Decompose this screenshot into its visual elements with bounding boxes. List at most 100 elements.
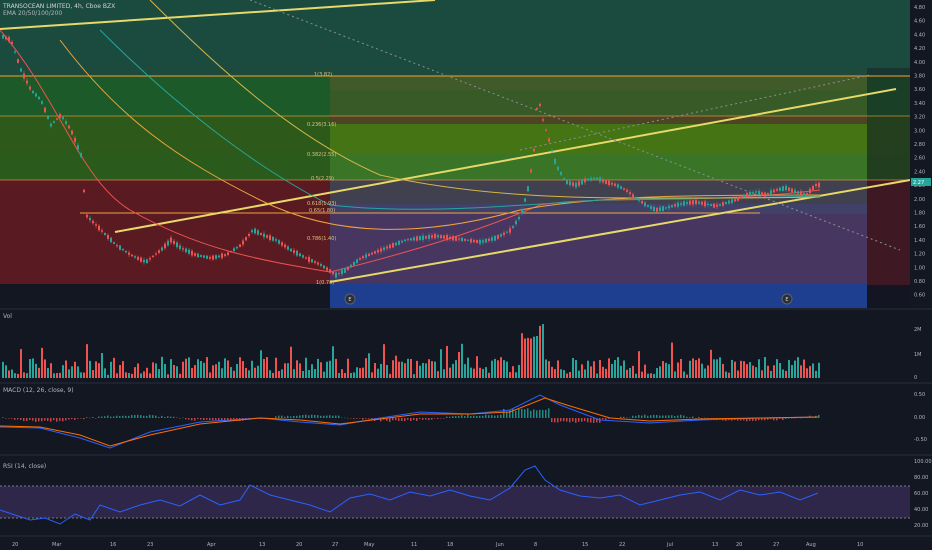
volume-bar: [290, 346, 292, 378]
macd-hist-bar: [362, 418, 364, 420]
fib-labels: 1(3.82) 0.236(3.16) 0.382(2.55) 0.5(2.29…: [307, 72, 336, 286]
event-marker[interactable]: E: [781, 293, 793, 305]
macd-hist-bar: [479, 415, 481, 418]
macd-hist-bar: [341, 417, 343, 419]
macd-hist-bar: [446, 416, 448, 418]
macd-hist-bar: [449, 416, 451, 418]
macd-hist-bar: [557, 418, 559, 423]
candle-body: [251, 230, 253, 233]
candle-body: [8, 36, 10, 42]
candle-body: [38, 96, 40, 100]
macd-hist-bar: [533, 409, 535, 418]
volume-bar: [716, 359, 718, 378]
volume-bar: [101, 353, 103, 378]
candle-body: [53, 121, 55, 123]
candle-body: [65, 121, 67, 124]
macd-hist-bar: [302, 415, 304, 418]
volume-bar: [443, 369, 445, 378]
macd-hist-bar: [299, 415, 301, 418]
macd-hist-bar: [98, 416, 100, 418]
macd-hist-bar: [431, 418, 433, 420]
macd-hist-bar: [437, 418, 439, 419]
candle-body: [791, 188, 793, 193]
time-tick: 18: [447, 542, 453, 548]
volume-bar: [668, 364, 670, 378]
panel-separators[interactable]: [0, 308, 932, 537]
candle-body: [527, 186, 529, 192]
event-marker[interactable]: E: [344, 293, 356, 305]
volume-bar: [29, 359, 31, 378]
volume-bar: [35, 363, 37, 378]
macd-hist-bar: [644, 414, 646, 418]
candle-body: [323, 265, 325, 269]
volume-bar: [476, 356, 478, 378]
candle-body: [770, 190, 772, 195]
time-tick: 27: [773, 542, 779, 548]
volume-bar: [203, 362, 205, 378]
volume-bar: [410, 358, 412, 378]
volume-tick: 2M: [914, 327, 922, 333]
macd-hist-bar: [677, 415, 679, 418]
volume-bar: [128, 373, 130, 378]
macd-hist-bar: [152, 415, 154, 418]
macd-hist-bar: [65, 418, 67, 421]
candle-body: [491, 237, 493, 241]
macd-hist-bar: [89, 417, 91, 419]
macd-hist-bar: [800, 417, 802, 419]
volume-bar: [677, 362, 679, 378]
macd-hist-bar: [452, 416, 454, 418]
macd-hist-bar: [95, 418, 97, 419]
macd-hist-bar: [530, 410, 532, 418]
macd-hist-bar: [401, 418, 403, 422]
macd-hist-bar: [485, 414, 487, 418]
candle-body: [557, 166, 559, 171]
candle-body: [74, 137, 76, 143]
volume-bar: [638, 351, 640, 378]
macd-hist-bar: [296, 415, 298, 418]
volume-bar: [503, 360, 505, 378]
rsi-tick: 40.00: [914, 507, 928, 513]
candle-body: [182, 248, 184, 250]
macd-hist-bar: [38, 418, 40, 422]
macd-hist-bar: [521, 408, 523, 418]
candle-body: [41, 101, 43, 104]
volume-bar: [62, 365, 64, 378]
volume-bar: [674, 371, 676, 378]
volume-bar: [74, 361, 76, 378]
candle-body: [413, 237, 415, 241]
fib-lines[interactable]: [0, 75, 910, 214]
macd-hist-bar: [116, 415, 118, 418]
macd-hist-bar: [683, 415, 685, 418]
macd-hist-bar: [752, 418, 754, 421]
volume-bar: [518, 364, 520, 378]
volume-bar: [275, 357, 277, 378]
macd-hist-bar: [92, 417, 94, 418]
macd-hist-bar: [365, 418, 367, 419]
fib-label: 1(0.78): [316, 280, 334, 286]
macd-hist-bar: [155, 415, 157, 418]
volume-bar: [596, 373, 598, 378]
candle-body: [662, 206, 664, 211]
price-axis[interactable]: [910, 0, 932, 550]
candle-body: [716, 204, 718, 207]
macd-hist-bar: [308, 415, 310, 418]
candle-body: [110, 237, 112, 243]
volume-bar: [515, 372, 517, 378]
macd-tick: 0.50: [914, 392, 925, 398]
candle-body: [50, 123, 52, 127]
macd-hist-bar: [32, 418, 34, 421]
time-axis[interactable]: 20 Mar 16 23 Apr 13 20 27 May 11 18 Jun …: [12, 542, 863, 548]
candle-body: [806, 193, 808, 195]
macd-hist-bar: [575, 418, 577, 423]
candle-body: [374, 251, 376, 254]
macd-hist-bar: [527, 408, 529, 418]
candle-body: [362, 256, 364, 259]
candle-body: [83, 189, 85, 193]
macd-hist-bar: [458, 415, 460, 418]
volume-bar: [287, 363, 289, 378]
price-tick: 4.00: [914, 60, 925, 66]
candle-body: [509, 228, 511, 233]
volume-bar: [488, 372, 490, 378]
macd-hist-bar: [101, 416, 103, 418]
